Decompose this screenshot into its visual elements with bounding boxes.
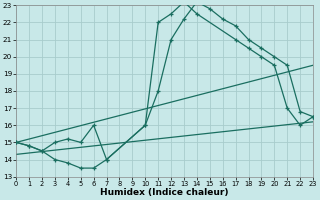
X-axis label: Humidex (Indice chaleur): Humidex (Indice chaleur) — [100, 188, 229, 197]
